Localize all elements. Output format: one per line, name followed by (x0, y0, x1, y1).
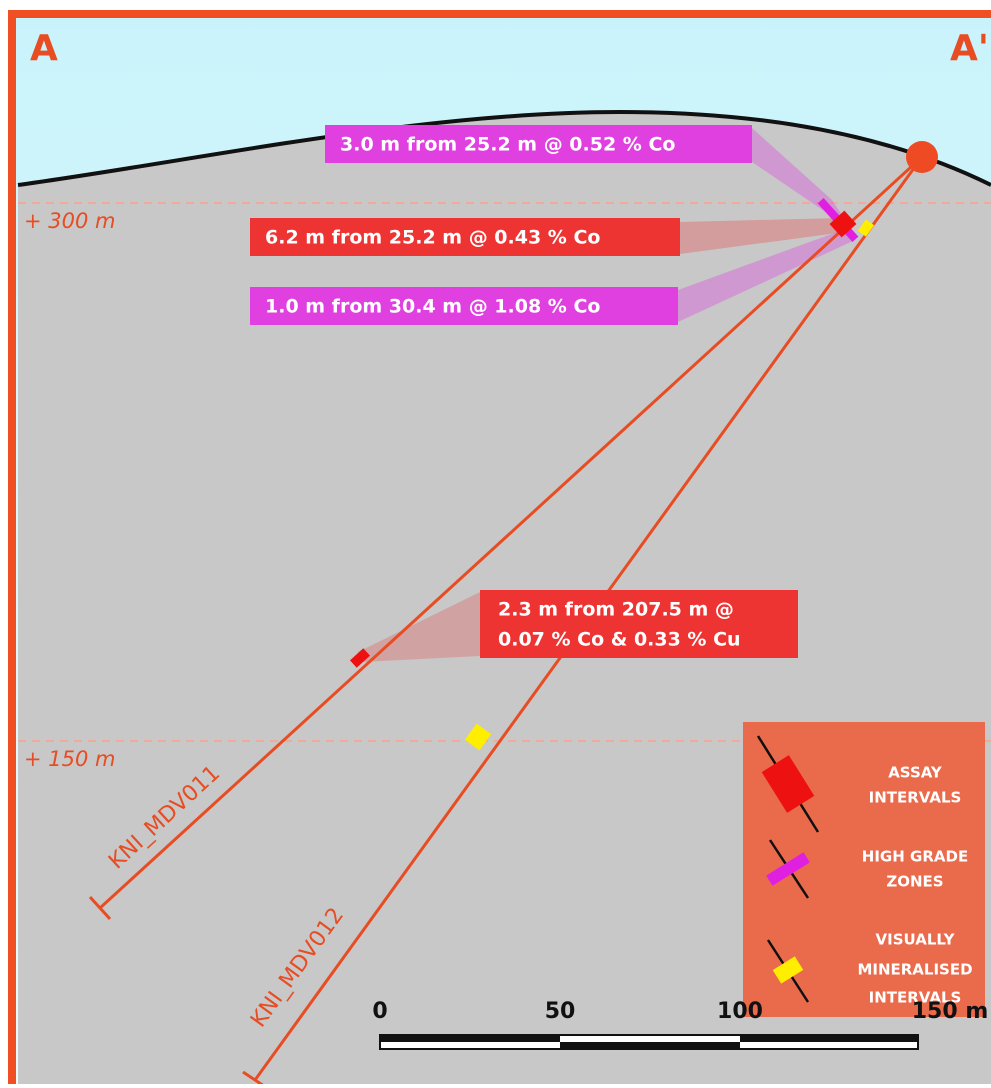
callout-text: 3.0 m from 25.2 m @ 0.52 % Co (340, 134, 675, 156)
callout-text: 1.0 m from 30.4 m @ 1.08 % Co (265, 296, 600, 318)
callout-text: 2.3 m from 207.5 m @ (498, 599, 734, 621)
frame-top (8, 10, 991, 18)
scale-label: 100 (717, 999, 763, 1024)
visual-interval (857, 219, 875, 237)
callout-box (325, 125, 752, 163)
legend-label: INTERVALS (869, 989, 962, 1007)
callout-text: 6.2 m from 25.2 m @ 0.43 % Co (265, 227, 600, 249)
legend-label: HIGH GRADE (862, 848, 968, 866)
drill-hole (98, 155, 924, 910)
callout-leader (680, 218, 845, 254)
legend-label: INTERVALS (869, 789, 962, 807)
legend-label: MINERALISED (857, 961, 972, 979)
assay-interval (829, 210, 857, 238)
scale-bar-segment (560, 1042, 740, 1049)
legend-symbol (761, 755, 815, 813)
legend-symbol (766, 852, 810, 886)
section-start: A (30, 28, 58, 69)
scale-bar-segment (380, 1035, 560, 1042)
callout-leader (678, 228, 855, 322)
scale-label: 150 m (912, 999, 989, 1024)
topography (17, 109, 991, 187)
hole-end (88, 895, 112, 921)
legend-label: ASSAY (888, 764, 943, 782)
callout-box (250, 287, 678, 325)
elevation-label: + 150 m (24, 747, 116, 771)
frame-left (8, 10, 16, 1084)
legend-label: ZONES (886, 873, 943, 891)
legend-label: VISUALLY (876, 931, 956, 949)
scale-bar-segment (740, 1035, 918, 1042)
scale-label: 50 (545, 999, 576, 1024)
collar (906, 141, 938, 173)
callout-box (250, 218, 680, 256)
visual-interval (464, 723, 492, 751)
scale-label: 0 (372, 999, 387, 1024)
section-end: A' (950, 28, 989, 69)
legend-symbol (772, 956, 804, 984)
callout-text: 0.07 % Co & 0.33 % Cu (498, 629, 741, 651)
elevation-label: + 300 m (24, 209, 116, 233)
assay-interval (349, 648, 371, 668)
callout-box (480, 590, 798, 658)
